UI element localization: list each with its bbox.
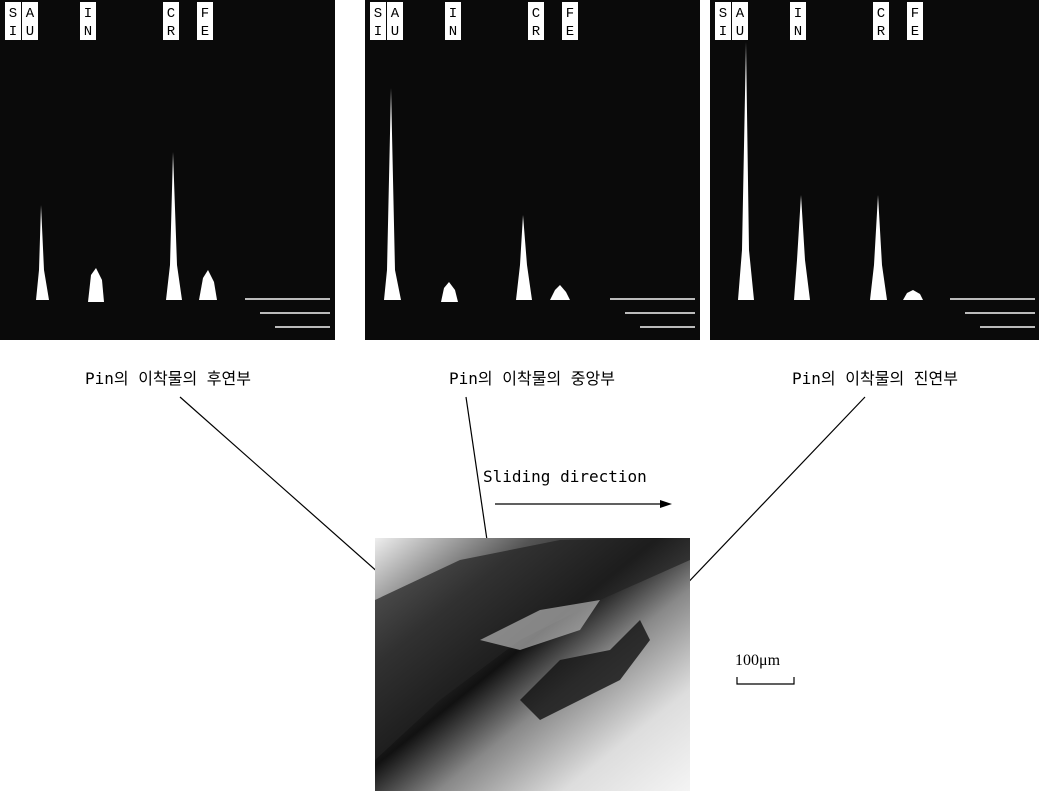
element-label: F [566,6,574,22]
element-label: E [911,24,919,40]
micrograph [375,538,690,791]
spectrum-panel [365,0,700,340]
element-label: S [9,6,17,22]
element-label: F [911,6,919,22]
element-label: R [167,24,176,40]
element-label: U [26,24,34,40]
scale-bar [737,677,794,684]
element-label: A [391,6,400,22]
element-label: S [374,6,382,22]
element-label: U [391,24,399,40]
element-label: E [566,24,574,40]
element-label: U [736,24,744,40]
element-label: C [167,6,175,22]
element-label: A [736,6,745,22]
element-label: E [201,24,209,40]
element-label: I [449,6,457,22]
element-label: C [532,6,540,22]
element-label: I [719,24,727,40]
element-label: I [374,24,382,40]
element-label: I [9,24,17,40]
direction-label: Sliding direction [483,467,647,486]
element-label: I [794,6,802,22]
element-label: N [84,24,92,40]
element-label: I [84,6,92,22]
element-label: F [201,6,209,22]
arrow-head [660,500,672,508]
element-label: R [532,24,541,40]
caption: Pin의 이착물의 중앙부 [449,369,615,388]
element-label: A [26,6,35,22]
scale-label: 100μm [735,652,781,669]
figure: SIAUINCRFESIAUINCRFESIAUINCRFE Pin의 이착물의… [0,0,1039,791]
element-label: C [877,6,885,22]
element-label: N [449,24,457,40]
caption: Pin의 이착물의 후연부 [85,369,251,388]
element-label: S [719,6,727,22]
element-label: R [877,24,886,40]
page: SIAUINCRFESIAUINCRFESIAUINCRFE Pin의 이착물의… [0,0,1039,791]
element-label: N [794,24,802,40]
caption: Pin의 이착물의 진연부 [792,369,958,388]
